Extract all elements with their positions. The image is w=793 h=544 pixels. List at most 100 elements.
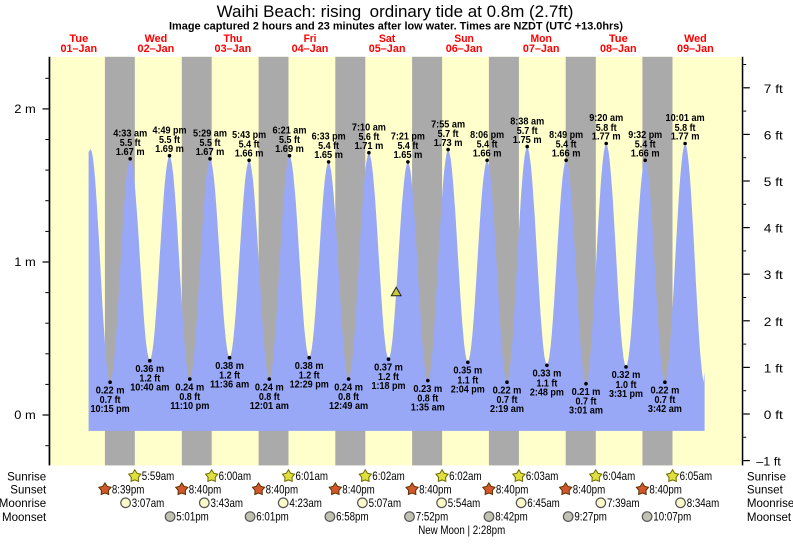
svg-text:08–Jan: 08–Jan (600, 43, 637, 55)
svg-text:0.38 m: 0.38 m (295, 361, 324, 372)
svg-text:0 ft: 0 ft (764, 409, 784, 422)
svg-text:09–Jan: 09–Jan (677, 43, 714, 55)
svg-text:1.2 ft: 1.2 ft (299, 371, 321, 382)
svg-text:1.77 m: 1.77 m (592, 132, 621, 143)
svg-text:Sunset: Sunset (10, 483, 47, 497)
svg-text:5:07am: 5:07am (369, 497, 402, 510)
svg-text:1.0 ft: 1.0 ft (616, 380, 638, 391)
svg-text:5.4 ft: 5.4 ft (556, 140, 578, 151)
svg-text:1.66 m: 1.66 m (631, 149, 660, 160)
svg-text:5.4 ft: 5.4 ft (477, 140, 499, 151)
svg-text:Sunset: Sunset (747, 483, 784, 497)
svg-text:0.7 ft: 0.7 ft (576, 397, 598, 408)
svg-text:6:02am: 6:02am (449, 470, 482, 483)
svg-text:1.73 m: 1.73 m (434, 138, 463, 149)
svg-text:8:38 am: 8:38 am (510, 116, 544, 127)
svg-text:6:02am: 6:02am (372, 470, 405, 483)
svg-text:4:23am: 4:23am (289, 497, 322, 510)
svg-text:3 ft: 3 ft (764, 269, 784, 282)
svg-text:0.21 m: 0.21 m (572, 387, 601, 398)
svg-text:0.8 ft: 0.8 ft (259, 392, 281, 403)
svg-text:1.71 m: 1.71 m (355, 141, 384, 152)
svg-text:0.24 m: 0.24 m (255, 382, 284, 393)
svg-text:1.66 m: 1.66 m (473, 149, 502, 160)
svg-text:5.6 ft: 5.6 ft (358, 132, 380, 143)
svg-text:1.65 m: 1.65 m (314, 150, 343, 161)
svg-text:1.69 m: 1.69 m (275, 144, 304, 155)
svg-text:1 m: 1 m (14, 256, 36, 269)
svg-text:5:54am: 5:54am (448, 497, 481, 510)
svg-text:Image captured 2 hours and 23: Image captured 2 hours and 23 minutes af… (169, 20, 623, 32)
svg-text:Sun: Sun (454, 33, 474, 45)
svg-text:5.8 ft: 5.8 ft (675, 123, 697, 134)
svg-text:Sunrise: Sunrise (747, 469, 786, 483)
svg-text:0.35 m: 0.35 m (453, 366, 482, 377)
svg-text:0.8 ft: 0.8 ft (179, 392, 201, 403)
svg-text:–1 ft: –1 ft (756, 456, 781, 469)
svg-text:5.4 ft: 5.4 ft (318, 141, 340, 152)
svg-text:8:34am: 8:34am (687, 497, 720, 510)
svg-text:12:29 pm: 12:29 pm (290, 380, 329, 391)
svg-text:0.22 m: 0.22 m (493, 385, 522, 396)
svg-text:2:04 pm: 2:04 pm (451, 384, 485, 395)
svg-text:5.7 ft: 5.7 ft (517, 126, 539, 137)
svg-text:10:40 am: 10:40 am (130, 383, 169, 394)
svg-text:2:19 am: 2:19 am (490, 404, 524, 415)
svg-text:5.4 ft: 5.4 ft (397, 141, 419, 152)
svg-text:6:05am: 6:05am (680, 470, 713, 483)
svg-text:7 ft: 7 ft (764, 83, 784, 96)
svg-text:0.8 ft: 0.8 ft (338, 392, 360, 403)
svg-text:7:55 am: 7:55 am (431, 119, 465, 130)
svg-text:12:01 am: 12:01 am (250, 401, 289, 412)
svg-text:6:45am: 6:45am (527, 497, 560, 510)
svg-text:Tue: Tue (69, 33, 88, 45)
svg-text:8:40pm: 8:40pm (419, 483, 452, 496)
svg-text:1.2 ft: 1.2 ft (219, 371, 241, 382)
svg-text:Moonrise: Moonrise (0, 496, 47, 510)
svg-text:6 ft: 6 ft (764, 129, 784, 142)
svg-text:07–Jan: 07–Jan (523, 43, 560, 55)
svg-text:5:29 am: 5:29 am (193, 129, 227, 140)
svg-text:3:42 am: 3:42 am (648, 404, 682, 415)
svg-text:7:21 pm: 7:21 pm (391, 132, 425, 143)
svg-text:06–Jan: 06–Jan (446, 43, 483, 55)
svg-text:8:06 pm: 8:06 pm (470, 130, 504, 141)
svg-text:4:33 am: 4:33 am (113, 129, 147, 140)
svg-text:1.65 m: 1.65 m (394, 150, 423, 161)
svg-text:6:21 am: 6:21 am (273, 125, 307, 136)
svg-text:10:15 pm: 10:15 pm (91, 404, 130, 415)
svg-text:0.22 m: 0.22 m (651, 385, 680, 396)
svg-text:01–Jan: 01–Jan (60, 43, 97, 55)
svg-text:2 m: 2 m (14, 103, 36, 116)
svg-text:1.67 m: 1.67 m (116, 147, 145, 158)
svg-text:04–Jan: 04–Jan (292, 43, 329, 55)
svg-text:1.2 ft: 1.2 ft (378, 372, 400, 383)
svg-text:7:52pm: 7:52pm (416, 511, 449, 524)
svg-text:Tue: Tue (609, 33, 628, 45)
svg-text:5.5 ft: 5.5 ft (159, 135, 181, 146)
svg-text:0.24 m: 0.24 m (334, 382, 363, 393)
svg-text:0.7 ft: 0.7 ft (654, 395, 676, 406)
svg-text:8:40pm: 8:40pm (649, 483, 682, 496)
svg-text:3:07am: 3:07am (132, 497, 165, 510)
svg-text:Thu: Thu (223, 33, 242, 45)
svg-text:1 ft: 1 ft (764, 362, 784, 375)
svg-text:10:07pm: 10:07pm (653, 511, 691, 524)
svg-text:5.5 ft: 5.5 ft (200, 138, 222, 149)
svg-text:1.67 m: 1.67 m (196, 147, 225, 158)
svg-text:02–Jan: 02–Jan (138, 43, 175, 55)
svg-text:5.4 ft: 5.4 ft (635, 140, 657, 151)
svg-text:8:40pm: 8:40pm (496, 483, 529, 496)
svg-text:0.33 m: 0.33 m (533, 369, 562, 380)
svg-text:1.77 m: 1.77 m (671, 132, 700, 143)
svg-text:1.1 ft: 1.1 ft (536, 378, 558, 389)
svg-text:1.1 ft: 1.1 ft (457, 375, 479, 386)
svg-text:Waihi Beach: rising ordinary t: Waihi Beach: rising ordinary tide at 0.8… (217, 2, 574, 21)
svg-text:7:39am: 7:39am (607, 497, 640, 510)
svg-text:6:00am: 6:00am (219, 470, 252, 483)
svg-text:5:01pm: 5:01pm (176, 511, 209, 524)
svg-text:4 ft: 4 ft (764, 223, 784, 236)
svg-text:1.75 m: 1.75 m (513, 135, 542, 146)
svg-text:Moonset: Moonset (2, 510, 47, 524)
svg-text:12:49 am: 12:49 am (329, 401, 368, 412)
